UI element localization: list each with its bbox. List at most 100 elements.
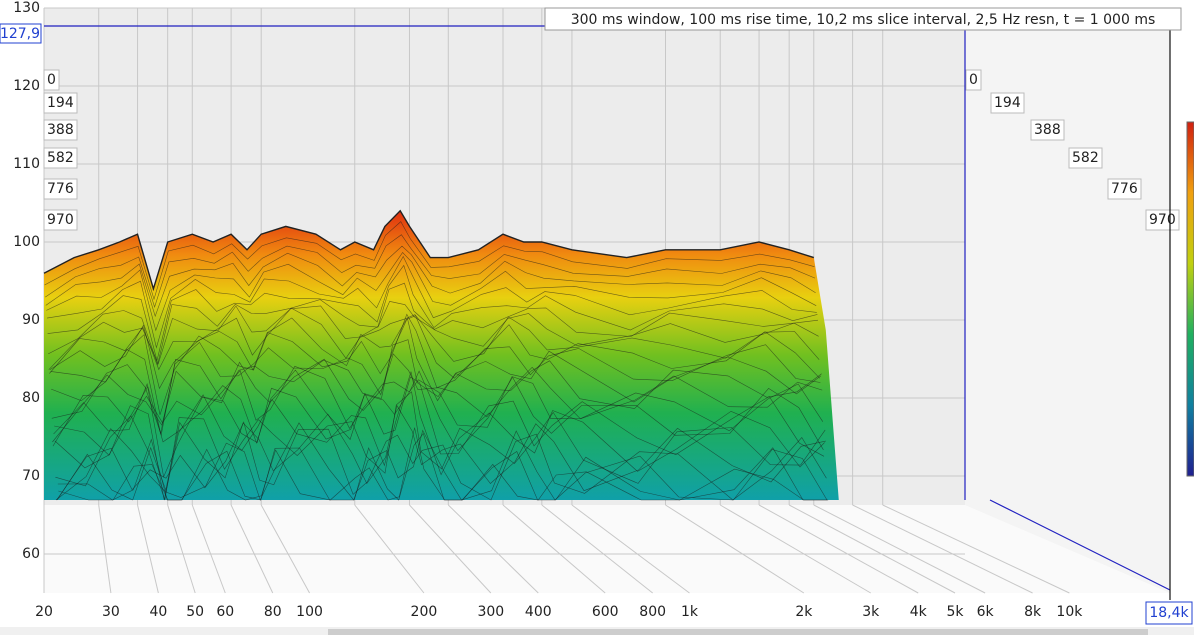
floor-grid-line — [354, 504, 425, 594]
contour-line — [53, 369, 824, 452]
cursor-x-label: 18,4k — [1149, 605, 1189, 621]
floor-grid-line — [260, 504, 310, 594]
floor-grid-line — [230, 504, 274, 594]
y-tick-label: 100 — [13, 234, 40, 250]
time-tick-label: 582 — [1072, 150, 1099, 166]
floor-grid-line — [571, 504, 690, 594]
time-tick-box — [43, 147, 78, 169]
cursor-y-label: 127,9 — [0, 26, 40, 42]
x-tick-label: 6k — [977, 604, 995, 620]
y-tick-label: 60 — [22, 546, 40, 562]
time-tick-label: 582 — [47, 150, 74, 166]
color-bar — [1186, 121, 1194, 477]
x-tick-label: 1k — [681, 604, 699, 620]
contour-line — [45, 245, 816, 318]
floor-grid-line — [758, 504, 919, 594]
contour-line — [49, 307, 820, 374]
y-tick-label: 130 — [13, 0, 40, 16]
contour-line — [46, 252, 817, 332]
time-tick-label: 194 — [994, 95, 1021, 111]
x-tick-label: 2k — [795, 604, 813, 620]
x-tick-label: 800 — [639, 604, 666, 620]
floor-grid-line — [882, 504, 1070, 594]
x-tick-label: 200 — [411, 604, 438, 620]
y-tick-label: 70 — [22, 468, 40, 484]
time-tick-box — [990, 92, 1025, 114]
y-tick-label: 120 — [13, 78, 40, 94]
time-tick-label: 970 — [1149, 212, 1176, 228]
header-box — [544, 7, 1182, 31]
contour-line — [49, 315, 821, 390]
time-tick-box — [43, 178, 78, 200]
floor-grid-line — [137, 504, 159, 594]
surface-fill — [44, 210, 839, 501]
x-tick-label: 80 — [264, 604, 282, 620]
floor-grid-line — [541, 504, 653, 594]
y-tick-label: 80 — [22, 390, 40, 406]
floor-grid-line — [852, 504, 1033, 594]
contour-line — [58, 427, 829, 501]
contour-line — [46, 255, 817, 349]
floor-grid-line — [665, 504, 805, 594]
x-tick-label: 3k — [862, 604, 880, 620]
x-tick-label: 30 — [102, 604, 120, 620]
y-tick-label: 110 — [13, 156, 40, 172]
contour-line — [55, 404, 826, 501]
back-slice — [43, 209, 815, 292]
x-tick-label: 300 — [477, 604, 504, 620]
time-tick-box — [1030, 119, 1065, 141]
x-tick-label: 50 — [186, 604, 204, 620]
header-text: 300 ms window, 100 ms rise time, 10,2 ms… — [571, 12, 1156, 28]
contour-line — [48, 282, 819, 366]
floor-grid-line — [788, 504, 956, 594]
contour-line — [54, 376, 825, 478]
floor-grid-line — [719, 504, 871, 594]
x-tick-label: 400 — [525, 604, 552, 620]
time-tick-label: 0 — [47, 72, 56, 88]
cursor-line — [989, 499, 1171, 591]
time-tick-box — [965, 69, 982, 91]
time-tick-box — [43, 92, 78, 114]
x-tick-label: 8k — [1024, 604, 1042, 620]
x-tick-label: 5k — [947, 604, 965, 620]
floor-grid-line — [409, 504, 492, 594]
time-tick-box — [1145, 209, 1180, 231]
scrollbar-thumb — [328, 629, 1148, 635]
cursor-readout — [1145, 601, 1193, 625]
contour-line — [56, 421, 827, 501]
x-tick-label: 40 — [149, 604, 167, 620]
floor-grid-line — [167, 504, 196, 594]
contour-line — [52, 353, 823, 443]
time-tick-box — [43, 119, 78, 141]
floor — [44, 505, 1170, 593]
floor-grid-line — [191, 504, 226, 594]
contour-line — [52, 365, 824, 447]
time-tick-box — [43, 69, 60, 91]
surface — [43, 209, 839, 501]
floor-grid-line — [447, 504, 539, 594]
time-tick-box — [1068, 147, 1103, 169]
contour-line — [50, 313, 821, 415]
x-tick-label: 20 — [35, 604, 53, 620]
time-tick-box — [1107, 178, 1142, 200]
x-tick-label: 60 — [216, 604, 234, 620]
time-tick-label: 388 — [1034, 122, 1061, 138]
contour-line — [56, 422, 828, 501]
contour-line — [45, 234, 816, 308]
time-tick-label: 776 — [1111, 181, 1138, 197]
labels: 60 70 80 90 100 110 120 130 20 30 40 50 60 80 100 200 30… — [13, 0, 1180, 620]
x-tick-label: 4k — [910, 604, 928, 620]
x-tick-label: 10k — [1056, 604, 1083, 620]
x-tick-label: 100 — [296, 604, 323, 620]
time-tick-label: 776 — [47, 181, 74, 197]
time-tick-label: 970 — [47, 212, 74, 228]
x-tick-label: 600 — [592, 604, 619, 620]
time-tick-box — [43, 209, 78, 231]
contour-line — [44, 221, 815, 301]
floor-grid-line — [813, 504, 986, 594]
floor-grid-line — [98, 504, 112, 594]
floor-grid-line — [502, 504, 606, 594]
time-tick-label: 0 — [969, 72, 978, 88]
y-tick-label: 90 — [22, 312, 40, 328]
